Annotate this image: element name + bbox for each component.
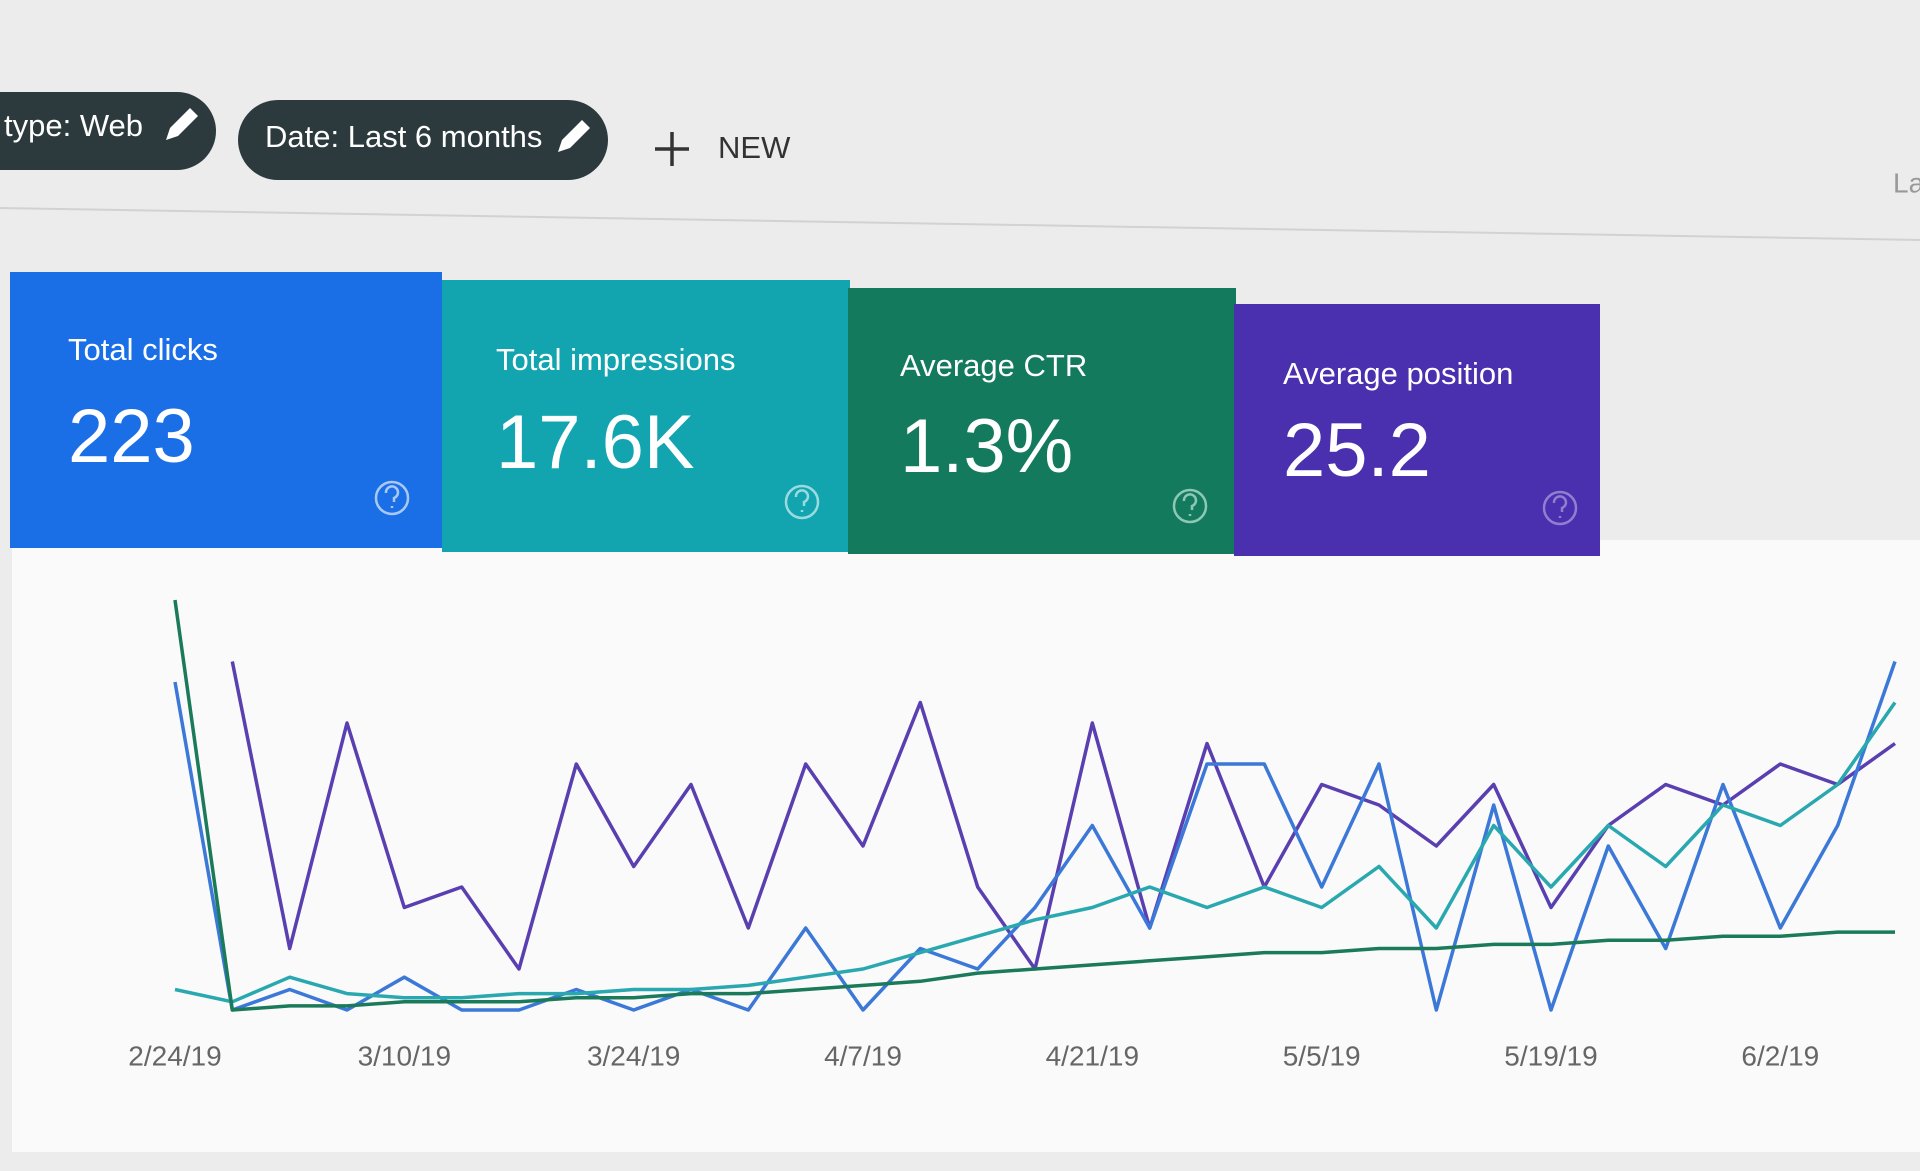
truncated-label: La xyxy=(1893,167,1920,198)
x-tick-label: 4/7/19 xyxy=(824,1040,902,1071)
x-tick-label: 5/19/19 xyxy=(1504,1040,1597,1071)
card-value: 1.3% xyxy=(900,404,1073,489)
card-label: Average CTR xyxy=(900,348,1087,383)
card-background xyxy=(10,272,442,548)
x-tick-label: 3/10/19 xyxy=(358,1040,451,1071)
filter-chip[interactable]: Date: Last 6 months xyxy=(238,100,608,180)
card-background xyxy=(848,288,1236,554)
series-line xyxy=(173,660,1897,1012)
card-value: 17.6K xyxy=(496,400,695,485)
help-glyph xyxy=(1552,495,1568,518)
card-value: 223 xyxy=(68,394,195,479)
chip-label: type: Web xyxy=(4,108,143,143)
card-label: Total clicks xyxy=(68,332,218,367)
card-background xyxy=(442,280,850,552)
new-filter-button[interactable]: NEW xyxy=(655,130,791,166)
chip-background xyxy=(0,92,216,170)
performance-chart: 2/24/19 3/10/19 3/24/19 4/7/19 4/21/19 5/5/19… xyxy=(128,599,1897,1071)
x-tick-label: 6/2/19 xyxy=(1741,1040,1819,1071)
metric-card[interactable]: Average CTR 1.3% xyxy=(848,288,1236,554)
card-label: Average position xyxy=(1283,356,1513,391)
plus-icon xyxy=(655,132,689,166)
help-icon[interactable] xyxy=(1172,488,1208,524)
chip-label: Date: Last 6 months xyxy=(265,119,542,154)
x-tick-label: 5/5/19 xyxy=(1283,1040,1361,1071)
toolbar-divider xyxy=(0,207,1920,241)
card-value: 25.2 xyxy=(1283,408,1431,493)
help-icon[interactable] xyxy=(1542,490,1578,526)
edit-icon xyxy=(558,120,590,152)
card-background xyxy=(1234,304,1600,556)
filter-chip[interactable]: type: Web xyxy=(0,92,216,170)
series-line xyxy=(174,701,1897,1004)
help-icon[interactable] xyxy=(784,484,820,520)
metric-card[interactable]: Average position 25.2 xyxy=(1234,304,1600,556)
x-tick-label: 2/24/19 xyxy=(128,1040,221,1071)
metric-card[interactable]: Total clicks 223 xyxy=(10,272,442,548)
help-glyph xyxy=(384,485,400,508)
chip-background xyxy=(238,100,608,180)
metric-card[interactable]: Total impressions 17.6K xyxy=(442,280,850,552)
series-line xyxy=(173,599,1895,1012)
edit-icon xyxy=(166,108,198,140)
new-button-label: NEW xyxy=(718,130,791,165)
help-glyph xyxy=(1182,493,1198,516)
series-line xyxy=(230,661,1897,971)
x-tick-label: 3/24/19 xyxy=(587,1040,680,1071)
card-label: Total impressions xyxy=(496,342,735,377)
help-icon[interactable] xyxy=(374,480,410,516)
x-tick-label: 4/21/19 xyxy=(1046,1040,1139,1071)
help-glyph xyxy=(794,489,810,512)
